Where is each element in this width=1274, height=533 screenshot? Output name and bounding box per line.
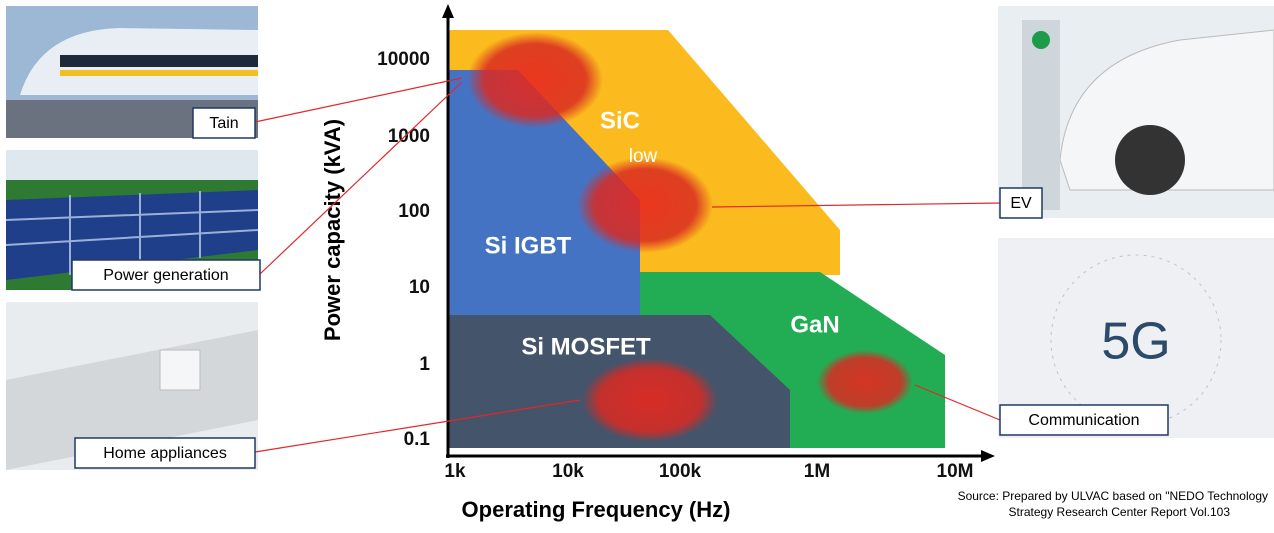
diagram: 5G SiC low Si IGBT Si MOSFET GaN 1k10k10…: [0, 0, 1274, 528]
x-tick-label: 10k: [552, 461, 584, 482]
photo-ev: [998, 6, 1274, 218]
callout-label: Home appliances: [103, 445, 227, 462]
x-tick-label: 1k: [444, 461, 466, 482]
callout-label: Tain: [209, 115, 238, 132]
callout: Home appliances: [75, 438, 255, 468]
hotspot: [467, 32, 603, 128]
callout: Power generation: [72, 260, 260, 290]
source: Strategy Research Center Report Vol.103: [1009, 505, 1231, 519]
x-axis-title: Operating Frequency (Hz): [462, 497, 731, 522]
region-label: Si IGBT: [485, 232, 572, 259]
y-tick-label: 10: [409, 277, 430, 298]
region-label: Si MOSFET: [521, 333, 651, 360]
region-note: low: [629, 146, 658, 167]
y-ticks: 10000 1000 100 10 1 0.1: [377, 49, 430, 450]
callout: Tain: [193, 108, 255, 138]
region-label: GaN: [790, 311, 839, 338]
callout: Communication: [1000, 405, 1168, 435]
axis-arrow: [981, 450, 995, 462]
y-tick-label: 100: [398, 201, 430, 222]
y-tick-label: 0.1: [404, 429, 431, 450]
axis-arrow: [442, 4, 454, 18]
source: Source: Prepared by ULVAC based on "NEDO…: [958, 489, 1268, 503]
callout-label: EV: [1010, 195, 1032, 212]
callout-label: Power generation: [103, 267, 228, 284]
hotspot: [577, 157, 713, 253]
hotspot: [817, 350, 913, 414]
x-tick-label: 1M: [804, 461, 830, 482]
x-tick-label: 10M: [937, 461, 974, 482]
photo-text: 5G: [1101, 313, 1170, 371]
hotspot: [582, 358, 718, 442]
y-tick-label: 1: [419, 354, 430, 375]
callout: EV: [1000, 188, 1042, 218]
region-label: SiC: [600, 107, 640, 134]
y-tick-label: 10000: [377, 49, 430, 70]
x-tick-label: 100k: [659, 461, 702, 482]
x-ticks: 1k 10k 100k 1M 10M: [444, 461, 973, 482]
y-axis-title: Power capacity (kVA): [320, 119, 345, 341]
y-tick-label: 1000: [388, 126, 430, 147]
callout-label: Communication: [1028, 412, 1139, 429]
